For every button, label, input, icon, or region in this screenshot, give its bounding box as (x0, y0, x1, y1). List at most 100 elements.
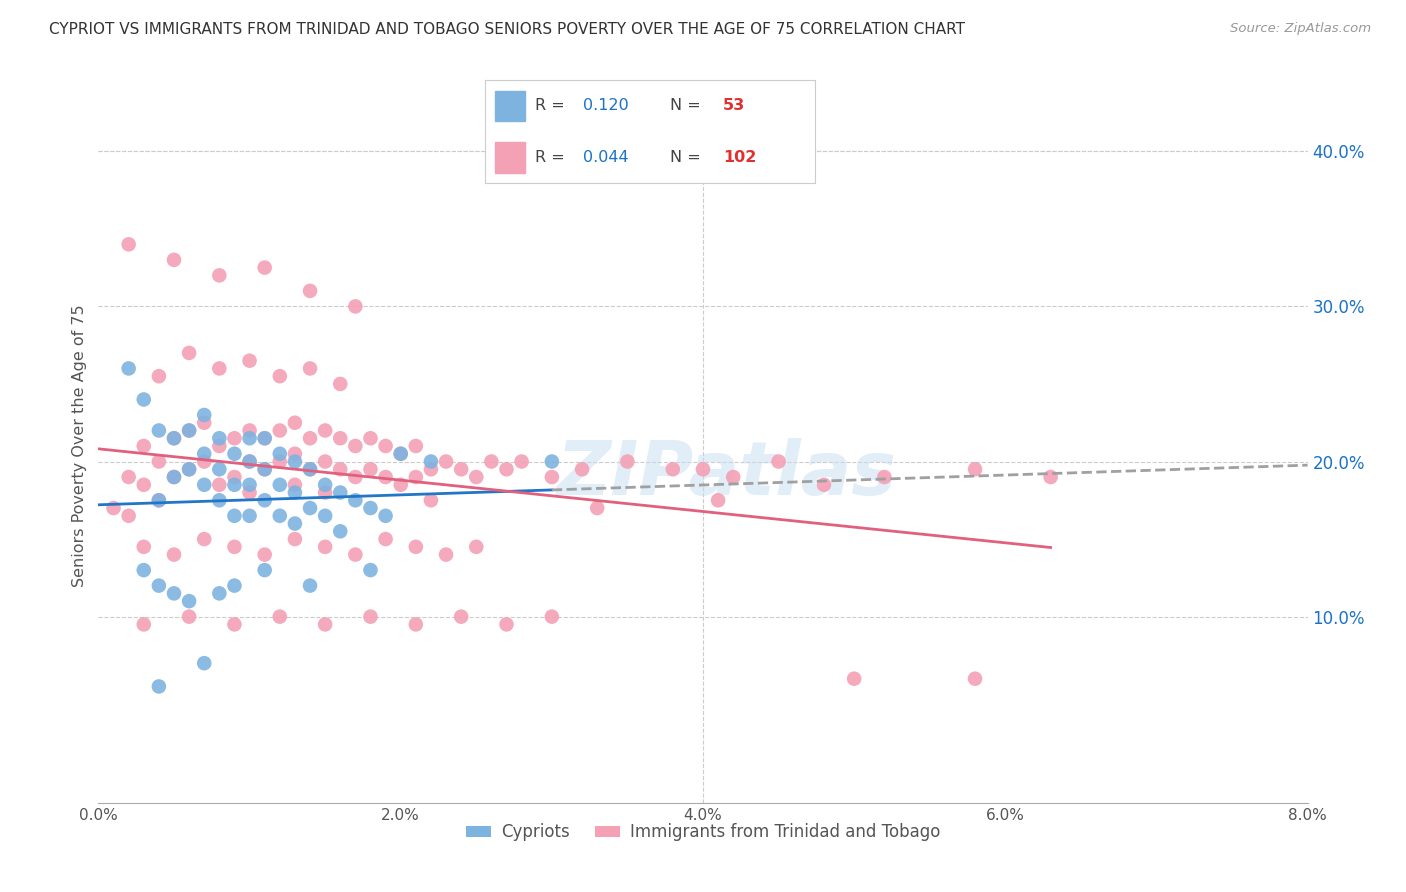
Point (389, 447, 412, 461)
Point (389, 477, 412, 491)
Text: N =: N = (671, 150, 706, 165)
Point (434, 548, 457, 562)
Point (360, 501, 382, 516)
Point (299, 462, 322, 476)
Point (374, 532, 396, 546)
Point (163, 431, 186, 445)
Text: 0.120: 0.120 (582, 98, 628, 113)
Point (253, 563, 276, 577)
Point (224, 470, 246, 484)
Point (208, 493, 231, 508)
Point (344, 299, 367, 313)
Point (239, 485, 262, 500)
Point (571, 462, 593, 476)
Point (405, 617, 427, 632)
Text: CYPRIOT VS IMMIGRANTS FROM TRINIDAD AND TOBAGO SENIORS POVERTY OVER THE AGE OF 7: CYPRIOT VS IMMIGRANTS FROM TRINIDAD AND … (49, 22, 965, 37)
Point (179, 462, 201, 476)
Point (344, 470, 367, 484)
Point (374, 439, 396, 453)
Point (1039, 470, 1062, 484)
Point (360, 563, 382, 577)
Point (314, 485, 336, 500)
Point (314, 508, 336, 523)
Point (768, 454, 790, 468)
Point (132, 563, 155, 577)
Point (253, 493, 276, 508)
Point (253, 462, 276, 476)
Point (163, 548, 186, 562)
Point (239, 477, 262, 491)
Text: 102: 102 (723, 150, 756, 165)
Point (269, 447, 291, 461)
Point (314, 454, 336, 468)
Text: 53: 53 (723, 98, 745, 113)
Point (239, 454, 262, 468)
Point (360, 431, 382, 445)
Point (813, 477, 835, 491)
Point (329, 376, 352, 391)
Point (148, 493, 170, 508)
Point (193, 416, 215, 430)
Point (450, 609, 472, 624)
Point (299, 431, 322, 445)
Point (269, 508, 291, 523)
Point (540, 454, 562, 468)
Point (148, 493, 170, 508)
Point (344, 548, 367, 562)
Point (224, 617, 246, 632)
Point (224, 431, 246, 445)
Point (179, 424, 201, 438)
Bar (495, 142, 524, 173)
Point (208, 361, 231, 376)
Point (284, 416, 307, 430)
Point (163, 252, 186, 267)
Point (253, 431, 276, 445)
Point (224, 579, 246, 593)
Y-axis label: Seniors Poverty Over the Age of 75: Seniors Poverty Over the Age of 75 (72, 305, 87, 587)
Point (208, 477, 231, 491)
Point (253, 260, 276, 275)
Point (148, 579, 170, 593)
Point (132, 540, 155, 554)
Point (163, 431, 186, 445)
Point (269, 454, 291, 468)
Text: ZIPatlas: ZIPatlas (557, 438, 897, 511)
Point (450, 462, 472, 476)
Point (314, 424, 336, 438)
Point (540, 609, 562, 624)
Point (707, 493, 730, 508)
Point (405, 470, 427, 484)
Point (208, 431, 231, 445)
Point (965, 462, 987, 476)
Text: R =: R = (534, 150, 569, 165)
Point (208, 268, 231, 283)
Point (299, 501, 322, 516)
Point (284, 454, 307, 468)
Point (405, 439, 427, 453)
Point (661, 462, 683, 476)
Point (132, 617, 155, 632)
Point (723, 470, 745, 484)
Point (299, 361, 322, 376)
Point (208, 439, 231, 453)
Point (510, 454, 533, 468)
Point (420, 454, 443, 468)
Point (284, 532, 307, 546)
Point (329, 524, 352, 539)
Point (103, 501, 125, 516)
Point (344, 493, 367, 508)
Point (284, 477, 307, 491)
Point (163, 586, 186, 600)
Point (299, 462, 322, 476)
Legend: Cypriots, Immigrants from Trinidad and Tobago: Cypriots, Immigrants from Trinidad and T… (460, 817, 946, 848)
Point (239, 454, 262, 468)
Point (299, 284, 322, 298)
Point (132, 392, 155, 407)
Point (844, 672, 866, 686)
Point (540, 470, 562, 484)
Point (314, 617, 336, 632)
Point (360, 462, 382, 476)
Point (148, 369, 170, 384)
Point (179, 424, 201, 438)
Text: R =: R = (534, 98, 569, 113)
